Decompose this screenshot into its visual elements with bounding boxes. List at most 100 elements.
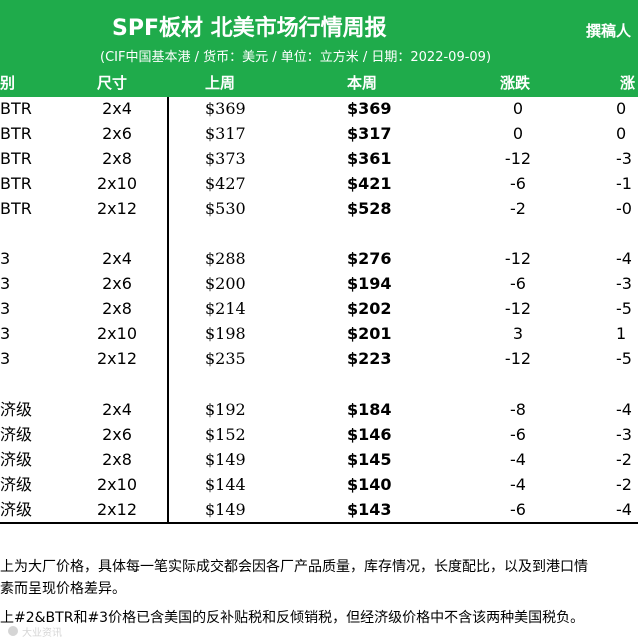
last-week-price-cell: $149 (205, 500, 246, 519)
change-cell: 0 (512, 99, 524, 118)
change-pct-cell: -5 (616, 349, 632, 368)
grade-cell: BTR (0, 174, 32, 193)
size-cell: 2x6 (102, 124, 132, 143)
change-cell: -6 (510, 425, 526, 444)
change-pct-cell: 0 (616, 124, 627, 143)
size-cell: 2x10 (96, 475, 137, 494)
grade-cell: BTR (0, 199, 32, 218)
grade-cell: BTR (0, 99, 32, 118)
change-cell: -2 (510, 199, 526, 218)
column-header-grade: 别 (0, 74, 16, 92)
column-header-change-pct: 涨 (620, 74, 636, 92)
this-week-price-cell: $361 (347, 149, 392, 168)
column-header-change: 涨跌 (500, 74, 531, 92)
change-pct-cell: 0 (616, 99, 627, 118)
grade-cell: 3 (0, 249, 11, 268)
size-cell: 2x12 (96, 349, 137, 368)
change-pct-cell: -0 (616, 199, 632, 218)
this-week-price-cell: $140 (347, 475, 392, 494)
last-week-price-cell: $198 (205, 324, 246, 343)
grade-cell: 济级 (0, 450, 33, 469)
note-line-3: 上#2&BTR和#3价格已含美国的反补贴税和反倾销税，但经济级价格中不含该两种美… (0, 610, 585, 626)
note-line-2: 素而呈现价格差异。 (0, 581, 126, 597)
this-week-price-cell: $143 (347, 500, 392, 519)
this-week-price-cell: $276 (347, 249, 392, 268)
grade-cell: 济级 (0, 425, 33, 444)
this-week-price-cell: $194 (347, 274, 392, 293)
last-week-price-cell: $427 (205, 174, 246, 193)
this-week-price-cell: $201 (347, 324, 392, 343)
table-bottom-rule (0, 522, 638, 524)
note-line-1: 上为大厂价格，具体每一笔实际成交都会因各厂产品质量，库存情况，长度配比，以及到港… (0, 559, 588, 575)
last-week-price-cell: $235 (205, 349, 246, 368)
grade-cell: 济级 (0, 400, 33, 419)
change-cell: -6 (510, 500, 526, 519)
last-week-price-cell: $149 (205, 450, 246, 469)
change-pct-cell: -1 (616, 174, 632, 193)
size-cell: 2x4 (102, 249, 132, 268)
report-title: SPF板材 北美市场行情周报 (112, 16, 387, 41)
last-week-price-cell: $214 (205, 299, 246, 318)
column-header-last-week: 上周 (205, 74, 236, 92)
author-label: 撰稿人 (586, 22, 632, 40)
change-pct-cell: -4 (616, 400, 632, 419)
grade-cell: 济级 (0, 475, 33, 494)
watermark-text: 大业资讯 (22, 627, 62, 639)
change-pct-cell: -5 (616, 299, 632, 318)
grade-cell: BTR (0, 124, 32, 143)
size-cell: 2x6 (102, 425, 132, 444)
change-cell: -12 (504, 249, 532, 268)
size-cell: 2x10 (96, 324, 137, 343)
change-cell: 0 (512, 124, 524, 143)
change-cell: -6 (510, 274, 526, 293)
this-week-price-cell: $184 (347, 400, 392, 419)
size-cell: 2x8 (102, 149, 132, 168)
change-cell: -4 (510, 475, 526, 494)
grade-cell: 3 (0, 324, 11, 343)
column-header-size: 尺寸 (97, 74, 128, 92)
change-pct-cell: -3 (616, 425, 632, 444)
change-pct-cell: -3 (616, 274, 632, 293)
grade-cell: 3 (0, 299, 11, 318)
size-cell: 2x10 (96, 174, 137, 193)
last-week-price-cell: $317 (205, 124, 246, 143)
last-week-price-cell: $369 (205, 99, 246, 118)
this-week-price-cell: $146 (347, 425, 392, 444)
change-cell: -12 (504, 299, 532, 318)
size-cell: 2x12 (96, 500, 137, 519)
change-cell: -12 (504, 349, 532, 368)
this-week-price-cell: $369 (347, 99, 392, 118)
change-cell: -4 (510, 450, 526, 469)
change-cell: -12 (504, 149, 532, 168)
last-week-price-cell: $200 (205, 274, 246, 293)
last-week-price-cell: $144 (205, 475, 246, 494)
size-cell: 2x12 (96, 199, 137, 218)
grade-cell: 3 (0, 349, 11, 368)
size-cell: 2x8 (102, 450, 132, 469)
change-pct-cell: -4 (616, 500, 632, 519)
watermark: 大业资讯 (8, 624, 62, 639)
size-cell: 2x4 (102, 99, 132, 118)
grade-cell: BTR (0, 149, 32, 168)
change-pct-cell: -2 (616, 475, 632, 494)
column-divider (167, 97, 169, 522)
report-header: SPF板材 北美市场行情周报 撰稿人 (CIF中国基本港 / 货币：美元 / 单… (0, 0, 638, 97)
change-cell: 3 (512, 324, 524, 343)
grade-cell: 济级 (0, 500, 33, 519)
last-week-price-cell: $152 (205, 425, 246, 444)
size-cell: 2x8 (102, 299, 132, 318)
size-cell: 2x6 (102, 274, 132, 293)
this-week-price-cell: $202 (347, 299, 392, 318)
logo-icon (8, 626, 18, 636)
change-pct-cell: -4 (616, 249, 632, 268)
change-pct-cell: 1 (616, 324, 627, 343)
change-cell: -8 (510, 400, 526, 419)
change-pct-cell: -2 (616, 450, 632, 469)
this-week-price-cell: $421 (347, 174, 392, 193)
this-week-price-cell: $317 (347, 124, 392, 143)
change-pct-cell: -3 (616, 149, 632, 168)
this-week-price-cell: $223 (347, 349, 392, 368)
change-cell: -6 (510, 174, 526, 193)
report-subtitle: (CIF中国基本港 / 货币：美元 / 单位：立方米 / 日期：2022-09-… (100, 50, 492, 65)
last-week-price-cell: $373 (205, 149, 246, 168)
